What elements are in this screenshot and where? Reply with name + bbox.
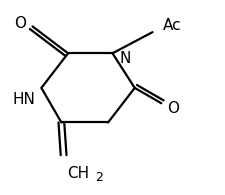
Text: CH: CH bbox=[67, 166, 89, 181]
Text: HN: HN bbox=[12, 92, 35, 107]
Text: O: O bbox=[14, 16, 26, 31]
Text: O: O bbox=[168, 101, 180, 116]
Text: Ac: Ac bbox=[163, 18, 182, 33]
Text: 2: 2 bbox=[95, 171, 103, 184]
Text: N: N bbox=[119, 51, 130, 66]
